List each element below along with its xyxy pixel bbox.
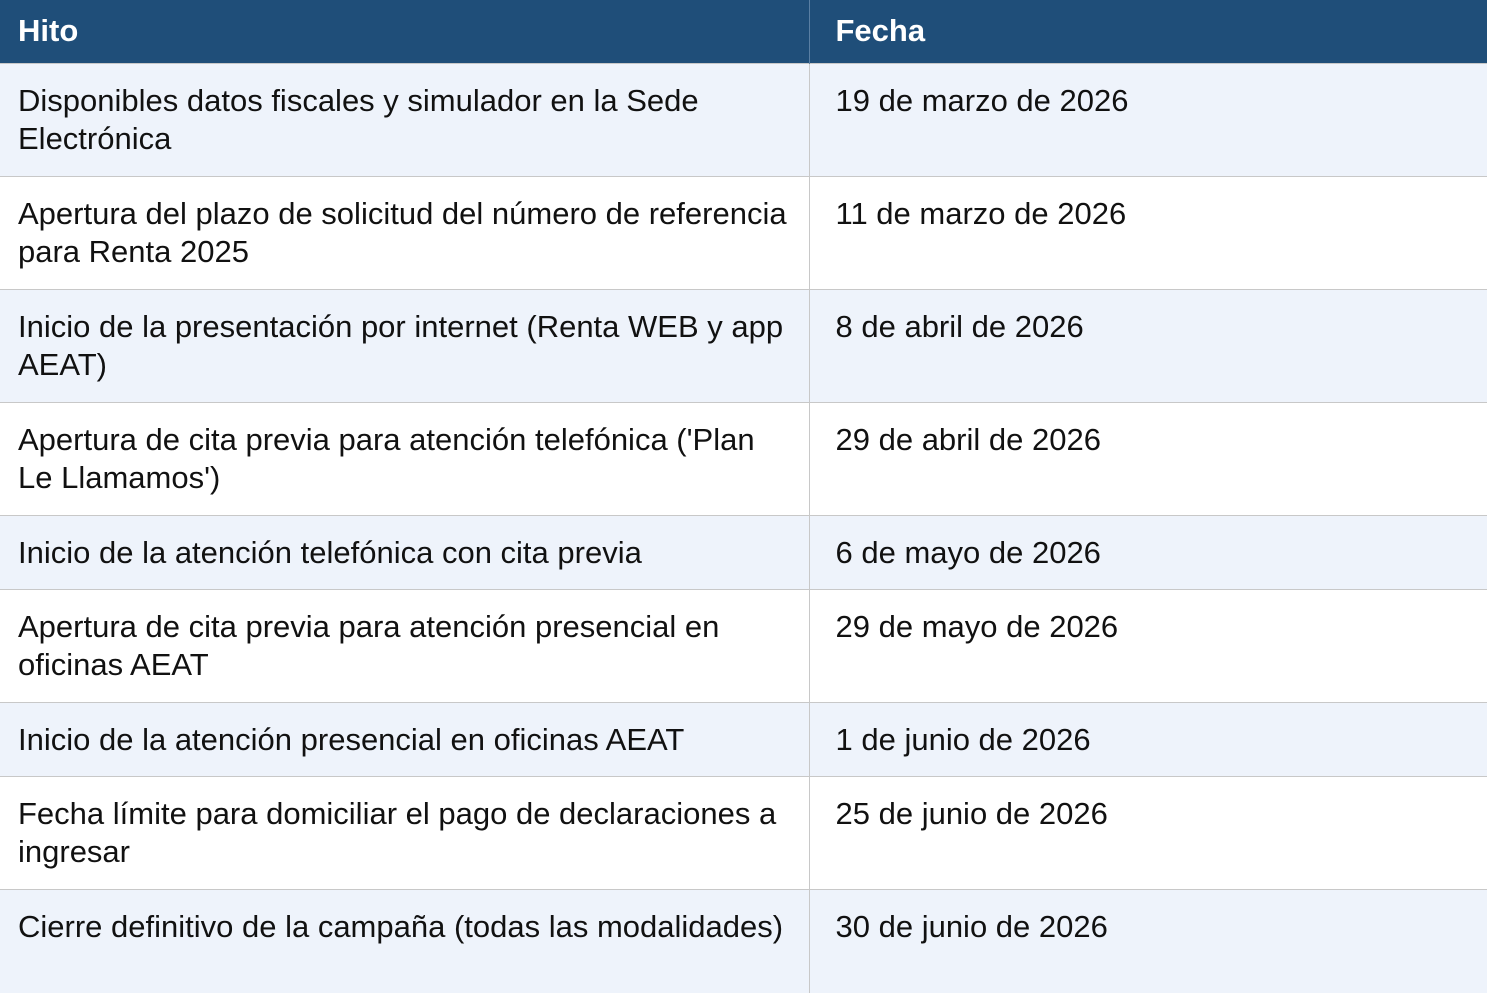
hito-cell: Inicio de la atención telefónica con cit… — [0, 514, 810, 589]
hito-cell: Inicio de la atención presencial en ofic… — [0, 701, 810, 776]
table-row: Fecha límite para domiciliar el pago de … — [0, 775, 1487, 889]
fecha-cell: 29 de abril de 2026 — [809, 401, 1487, 515]
hito-cell: Cierre definitivo de la campaña (todas l… — [0, 888, 810, 993]
hito-cell: Disponibles datos fiscales y simulador e… — [0, 62, 810, 176]
hito-cell: Fecha límite para domiciliar el pago de … — [0, 775, 810, 889]
fecha-cell: 29 de mayo de 2026 — [809, 588, 1487, 702]
table-row: Inicio de la atención presencial en ofic… — [0, 701, 1487, 776]
table-row: Apertura del plazo de solicitud del núme… — [0, 175, 1487, 289]
table-row: Inicio de la presentación por internet (… — [0, 288, 1487, 402]
fecha-cell: 6 de mayo de 2026 — [809, 514, 1487, 589]
fecha-cell: 25 de junio de 2026 — [809, 775, 1487, 889]
header-fecha: Fecha — [809, 0, 1487, 63]
table-row: Cierre definitivo de la campaña (todas l… — [0, 888, 1487, 993]
header-hito: Hito — [0, 0, 810, 63]
fecha-cell: 11 de marzo de 2026 — [809, 175, 1487, 289]
hito-cell: Apertura del plazo de solicitud del núme… — [0, 175, 810, 289]
table-row: Apertura de cita previa para atención pr… — [0, 588, 1487, 702]
table-row: Disponibles datos fiscales y simulador e… — [0, 62, 1487, 176]
fecha-cell: 1 de junio de 2026 — [809, 701, 1487, 776]
header-row: Hito Fecha — [0, 0, 1487, 63]
fecha-cell: 8 de abril de 2026 — [809, 288, 1487, 402]
table-row: Inicio de la atención telefónica con cit… — [0, 514, 1487, 589]
hito-cell: Inicio de la presentación por internet (… — [0, 288, 810, 402]
fecha-cell: 19 de marzo de 2026 — [809, 62, 1487, 176]
fecha-cell: 30 de junio de 2026 — [809, 888, 1487, 993]
hito-cell: Apertura de cita previa para atención te… — [0, 401, 810, 515]
table-row: Apertura de cita previa para atención te… — [0, 401, 1487, 515]
hito-cell: Apertura de cita previa para atención pr… — [0, 588, 810, 702]
